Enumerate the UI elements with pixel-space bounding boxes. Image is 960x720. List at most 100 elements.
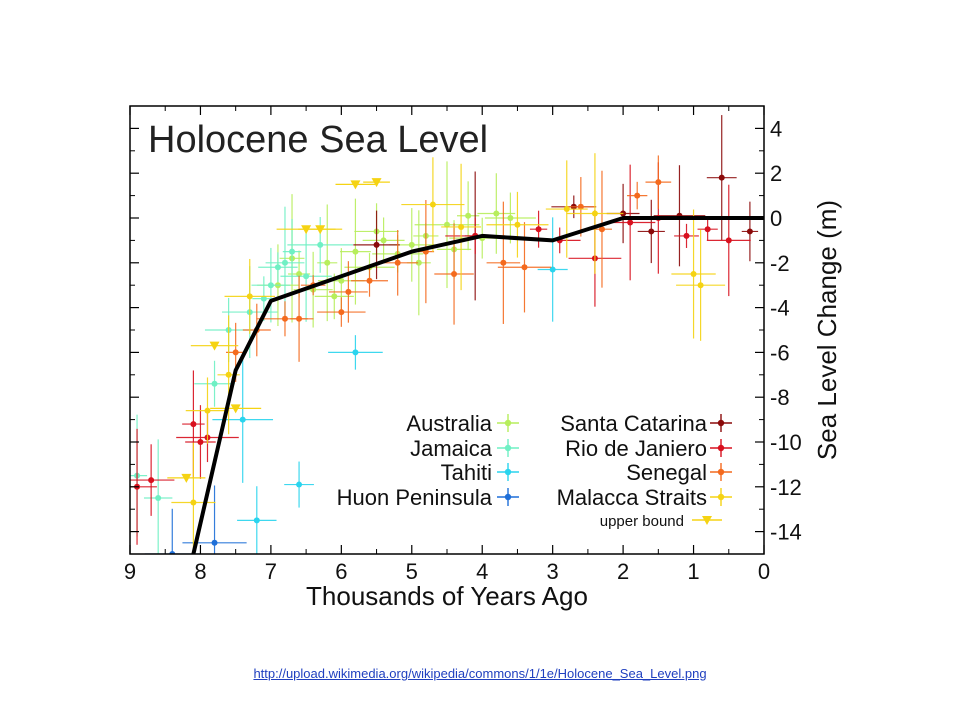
legend-item-tahiti: Tahiti: [441, 460, 519, 485]
data-point: [549, 266, 556, 273]
series-tahiti: [212, 217, 568, 554]
data-point: [281, 315, 288, 322]
upper-bound-marker: [350, 180, 361, 190]
y-tick-label: 4: [770, 116, 782, 141]
x-tick-label: 0: [758, 559, 770, 584]
series-senegal: [226, 155, 672, 382]
data-point: [444, 221, 450, 228]
data-point: [380, 237, 387, 244]
data-point: [352, 248, 359, 255]
data-point: [690, 271, 697, 277]
y-tick-label: -10: [770, 430, 802, 455]
data-point: [465, 212, 472, 219]
data-point: [225, 371, 232, 378]
series-upper-bound: [167, 178, 390, 483]
x-tick-label: 5: [406, 559, 418, 584]
data-point: [429, 201, 436, 208]
data-point: [415, 259, 422, 266]
x-tick-label: 4: [476, 559, 488, 584]
data-point: [493, 210, 500, 217]
data-point: [500, 259, 507, 266]
data-point: [303, 273, 310, 280]
data-point: [683, 232, 690, 239]
data-point: [190, 499, 197, 506]
data-point: [352, 349, 359, 356]
series-jamaica: [130, 206, 354, 554]
data-point: [289, 248, 296, 255]
data-point: [725, 237, 732, 244]
data-point: [211, 380, 218, 387]
legend-label: Huon Peninsula: [337, 485, 493, 510]
source-link[interactable]: http://upload.wikimedia.org/wikipedia/co…: [253, 666, 707, 681]
y-tick-label: 0: [770, 206, 782, 231]
data-point: [451, 271, 458, 277]
data-point: [345, 288, 352, 295]
data-point: [507, 215, 514, 221]
x-tick-label: 1: [687, 559, 699, 584]
legend-label: Jamaica: [410, 436, 493, 461]
x-tick-label: 3: [547, 559, 559, 584]
legend-item-malacca-straits: Malacca Straits: [557, 485, 732, 510]
legend-label: Santa Catarina: [560, 411, 708, 436]
data-point: [458, 223, 465, 230]
trend-line: [191, 216, 764, 554]
y-tick-label: -8: [770, 385, 790, 410]
legend-label: Senegal: [626, 460, 707, 485]
x-axis-title: Thousands of Years Ago: [306, 581, 588, 611]
x-tick-label: 8: [194, 559, 206, 584]
data-point: [408, 241, 415, 248]
y-axis-title: Sea Level Change (m): [812, 200, 842, 460]
legend-marker-point: [504, 419, 512, 427]
legend-marker-point: [717, 468, 725, 476]
data-point: [197, 439, 204, 445]
axis-layer: 9 8 7 6 5 4 3 2 1 0 4 2 0 -2 -4 -6 -8 -10 -12 -14: [124, 106, 802, 584]
data-point: [296, 481, 303, 488]
y-tick-label: -2: [770, 251, 790, 276]
series-malacca-straits: [171, 153, 726, 554]
x-tick-label: 2: [617, 559, 629, 584]
legend-label: Tahiti: [441, 460, 492, 485]
upper-bound-marker: [209, 341, 220, 351]
legend-marker-point: [504, 493, 512, 501]
data-point: [232, 349, 239, 356]
upper-bound-marker: [315, 225, 326, 235]
legend-label: Rio de Janiero: [565, 436, 707, 461]
data-point: [338, 309, 345, 316]
y-tick-label: -14: [770, 520, 802, 545]
data-point: [535, 226, 542, 233]
legend-label: Australia: [406, 411, 492, 436]
data-point: [239, 416, 246, 423]
data-point: [718, 174, 725, 181]
data-point: [324, 259, 331, 266]
data-point: [260, 295, 267, 302]
legend-item-rio-de-janiero: Rio de Janiero: [565, 436, 732, 461]
legend-marker-point: [504, 468, 512, 476]
y-tick-label: -12: [770, 475, 802, 500]
data-point: [591, 210, 598, 217]
y-tick-label: -6: [770, 340, 790, 365]
legend-item-upper-bound: upper bound: [600, 513, 722, 530]
upper-bound-marker: [181, 473, 192, 483]
legend-marker-triangle: [702, 516, 712, 525]
data-point: [296, 271, 303, 277]
legend-item-senegal: Senegal: [626, 460, 732, 485]
data-point: [246, 293, 253, 300]
data-point: [697, 282, 704, 289]
data-point: [366, 277, 373, 284]
data-point: [190, 421, 197, 428]
data-point: [627, 219, 634, 226]
data-point: [317, 241, 324, 248]
legend-marker-point: [717, 444, 725, 452]
legend-item-jamaica: Jamaica: [410, 436, 519, 461]
x-tick-label: 7: [265, 559, 277, 584]
data-point: [598, 226, 605, 233]
legend-label: upper bound: [600, 513, 684, 530]
data-point: [331, 293, 338, 300]
data-point: [655, 179, 662, 186]
data-point: [204, 407, 211, 414]
data-point: [648, 228, 655, 235]
legend-item-santa-catarina: Santa Catarina: [560, 411, 732, 436]
upper-bound-marker: [230, 404, 241, 414]
